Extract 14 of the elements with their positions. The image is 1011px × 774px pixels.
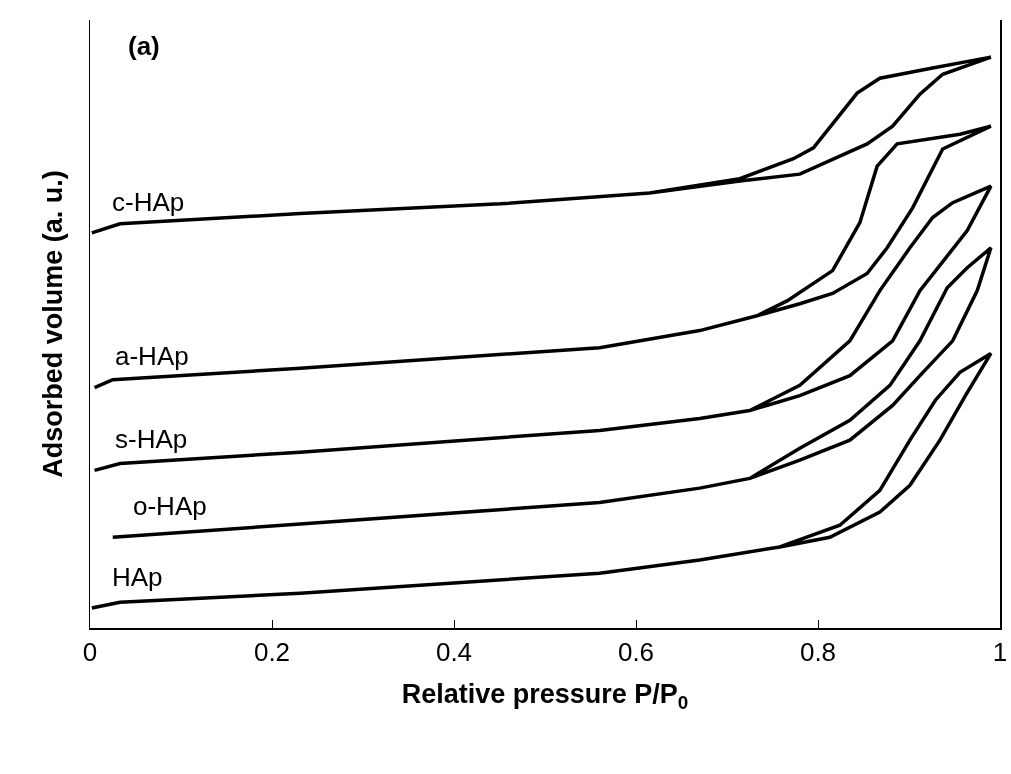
series-label: c-HAp [112, 187, 185, 217]
annotation: (a) [128, 31, 160, 61]
series-label: s-HAp [115, 424, 188, 454]
x-tick-label: 1 [992, 636, 1008, 667]
series-label: HAp [112, 562, 163, 592]
series-label: a-HAp [115, 341, 189, 371]
x-tick-label: 0 [82, 636, 98, 667]
x-tick-label: 0.2 [253, 636, 291, 667]
series-label: o-HAp [133, 491, 207, 521]
x-tick-label: 0.4 [435, 636, 473, 667]
y-axis-title: Adsorbed volume (a. u.) [37, 170, 68, 478]
x-tick-label: 0.8 [799, 636, 837, 667]
x-tick-label: 0.6 [617, 636, 655, 667]
x-axis-title: Relative pressure P/P$_{0}$ [401, 678, 689, 713]
